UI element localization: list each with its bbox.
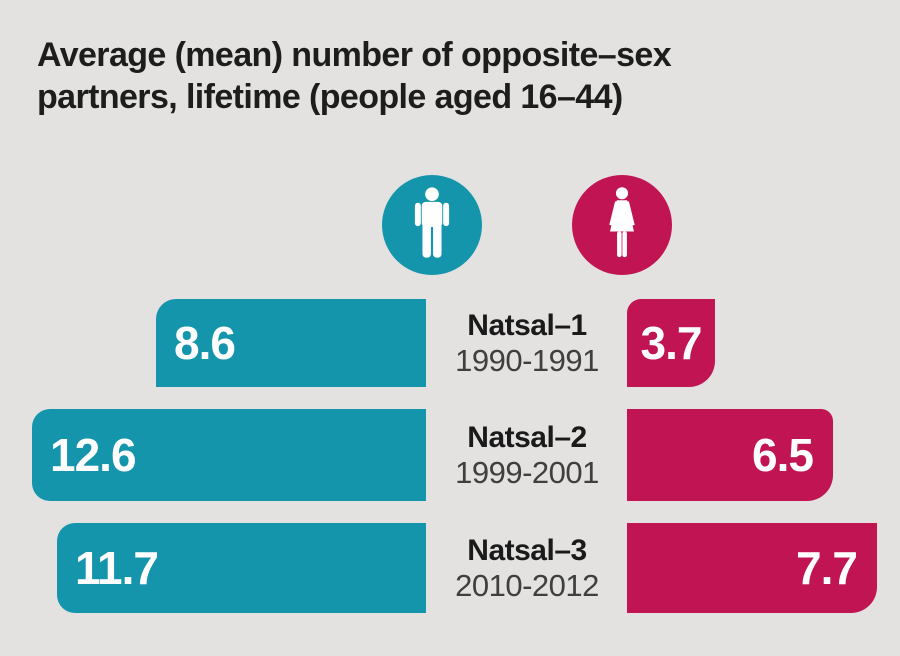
chart-title: Average (mean) number of opposite–sex pa…	[37, 34, 672, 118]
male-bar-natsal-2: 12.6	[32, 409, 426, 501]
female-value-label: 7.7	[796, 542, 858, 594]
male-bar-natsal-1: 8.6	[156, 299, 426, 387]
female-bar-natsal-3: 7.7	[627, 523, 877, 613]
female-bar-natsal-2: 6.5	[627, 409, 833, 501]
male-person-icon	[401, 186, 463, 264]
survey-name-label: Natsal–3	[467, 533, 587, 567]
male-value-label: 12.6	[50, 429, 137, 481]
row-label-natsal-3: Natsal–3 2010-2012	[426, 523, 628, 613]
chart-row-natsal-2: 12.6 Natsal–2 1999-2001 6.5	[0, 409, 900, 501]
survey-years-label: 2010-2012	[455, 567, 599, 603]
row-label-natsal-1: Natsal–1 1990-1991	[426, 299, 628, 387]
survey-years-label: 1990-1991	[455, 342, 599, 378]
male-value-label: 11.7	[75, 542, 159, 594]
chart-row-natsal-3: 11.7 Natsal–3 2010-2012 7.7	[0, 523, 900, 613]
female-bar-natsal-1: 3.7	[627, 299, 715, 387]
survey-years-label: 1999-2001	[455, 454, 599, 490]
survey-name-label: Natsal–1	[467, 308, 587, 342]
row-label-natsal-2: Natsal–2 1999-2001	[426, 409, 628, 501]
chart-row-natsal-1: 8.6 Natsal–1 1990-1991 3.7	[0, 299, 900, 387]
male-value-label: 8.6	[174, 317, 236, 369]
male-bar-natsal-3: 11.7	[57, 523, 426, 613]
chart-title-line2: partners, lifetime (people aged 16–44)	[37, 78, 623, 116]
male-legend-badge	[382, 175, 482, 275]
female-person-icon	[593, 186, 651, 264]
chart-title-line1: Average (mean) number of opposite–sex	[37, 36, 672, 74]
female-value-label: 6.5	[752, 429, 814, 481]
survey-name-label: Natsal–2	[467, 420, 587, 454]
female-value-label: 3.7	[640, 317, 703, 369]
female-legend-badge	[572, 175, 672, 275]
